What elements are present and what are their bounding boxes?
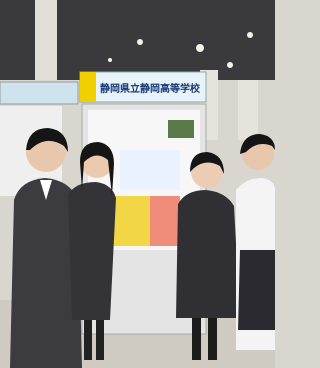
poster-photo: [168, 120, 194, 138]
booth-number: [80, 72, 96, 102]
photo: 静岡県立静岡高等学校: [0, 0, 275, 368]
pillar: [238, 80, 258, 140]
poster-chart: [150, 196, 180, 246]
neighbor-sign: [0, 82, 78, 104]
sign-text: 静岡県立静岡高等学校: [100, 82, 201, 95]
student: [236, 134, 275, 350]
pillar: [35, 0, 57, 80]
poster-chart: [120, 150, 180, 190]
